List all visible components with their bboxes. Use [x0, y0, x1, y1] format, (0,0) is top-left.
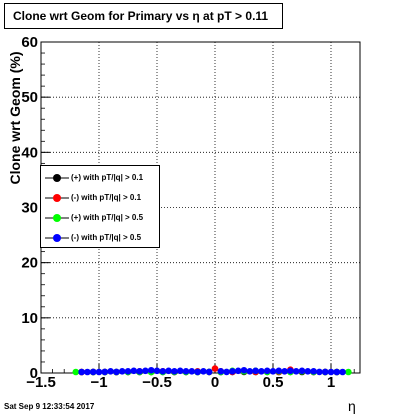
x-tick-label: 0 — [211, 374, 219, 391]
data-point-series-3 — [229, 368, 236, 375]
data-point-series-3 — [223, 368, 230, 376]
data-point-series-3 — [333, 368, 341, 376]
data-point-series-2 — [72, 368, 80, 376]
data-point-series-3 — [78, 368, 85, 376]
data-point-series-3 — [153, 367, 161, 375]
y-tick-label: 50 — [21, 89, 38, 106]
data-point-series-3 — [107, 368, 114, 375]
data-point-series-3 — [258, 368, 265, 375]
data-point-series-3 — [205, 368, 213, 376]
legend-label: (+) with pT/|q| > 0.5 — [71, 213, 144, 222]
y-tick-label: 40 — [21, 144, 38, 161]
data-point-series-3 — [252, 367, 259, 375]
data-point-series-3 — [339, 368, 346, 376]
legend-marker-icon — [45, 194, 69, 202]
legend-label: (-) with pT/|q| > 0.5 — [71, 233, 142, 242]
data-point-series-3 — [159, 368, 167, 375]
data-point-series-3 — [89, 368, 97, 376]
data-point-series-3 — [275, 367, 283, 375]
data-point-series-3 — [200, 368, 207, 375]
y-tick-label: 20 — [21, 255, 38, 272]
data-point-series-3 — [263, 367, 271, 375]
x-tick-label: −1 — [90, 374, 107, 391]
data-point-series-3 — [194, 368, 201, 376]
data-point-series-3 — [124, 368, 132, 375]
data-point-series-3 — [142, 367, 149, 375]
data-point-series-3 — [188, 368, 196, 375]
data-point-series-3 — [321, 368, 329, 376]
chart-title: Clone wrt Geom for Primary vs η at pT > … — [4, 3, 283, 29]
data-point-series-3 — [171, 368, 178, 375]
x-tick-label: −1.5 — [26, 374, 56, 391]
x-tick-label: 1 — [327, 374, 335, 391]
data-point-series-3 — [95, 368, 103, 376]
data-point-series-3 — [101, 368, 109, 376]
data-point-series-1 — [211, 365, 219, 372]
legend-item-series-2: (+) with pT/|q| > 0.5 — [41, 208, 161, 228]
data-point-series-3 — [130, 367, 138, 375]
data-point-series-3 — [217, 368, 225, 375]
data-points — [72, 365, 352, 376]
timestamp: Sat Sep 9 12:33:54 2017 — [4, 402, 95, 411]
y-tick-label: 30 — [21, 200, 38, 217]
data-point-series-3 — [287, 367, 294, 375]
data-point-series-3 — [269, 368, 277, 375]
legend-marker-icon — [45, 174, 69, 182]
data-point-series-3 — [84, 368, 91, 376]
data-point-series-3 — [327, 368, 335, 376]
legend-marker-icon — [45, 214, 69, 222]
y-tick-label: 60 — [21, 34, 38, 51]
data-point-series-3 — [234, 367, 242, 375]
y-axis-label: Clone wrt Geom (%) — [7, 51, 23, 185]
data-point-series-3 — [165, 367, 172, 375]
data-point-series-3 — [118, 368, 126, 375]
legend-label: (+) with pT/|q| > 0.1 — [71, 173, 144, 182]
legend: (+) with pT/|q| > 0.1 (-) with pT/|q| > … — [40, 165, 160, 248]
data-point-series-3 — [147, 366, 155, 374]
data-point-series-3 — [316, 368, 323, 376]
data-point-series-3 — [304, 368, 312, 375]
legend-item-series-0: (+) with pT/|q| > 0.1 — [41, 168, 161, 188]
data-point-series-3 — [136, 368, 143, 375]
y-tick-label: 0 — [30, 365, 38, 382]
data-point-series-3 — [113, 368, 120, 376]
data-point-series-3 — [182, 368, 190, 375]
data-point-series-3 — [298, 367, 306, 375]
y-tick-label: 10 — [21, 310, 38, 327]
legend-item-series-1: (-) with pT/|q| > 0.1 — [41, 188, 161, 208]
data-point-series-3 — [310, 368, 317, 375]
data-point-series-3 — [281, 368, 288, 375]
data-point-series-3 — [292, 368, 300, 375]
x-tick-label: −0.5 — [142, 374, 172, 391]
legend-marker-icon — [45, 234, 69, 242]
data-point-series-3 — [240, 366, 248, 374]
x-axis-label: η — [348, 398, 356, 414]
data-point-series-3 — [176, 367, 184, 375]
legend-item-series-3: (-) with pT/|q| > 0.5 — [41, 228, 161, 248]
legend-label: (-) with pT/|q| > 0.1 — [71, 193, 142, 202]
x-tick-label: 0.5 — [263, 374, 284, 391]
data-point-series-2 — [345, 368, 352, 376]
data-point-series-3 — [246, 368, 254, 375]
